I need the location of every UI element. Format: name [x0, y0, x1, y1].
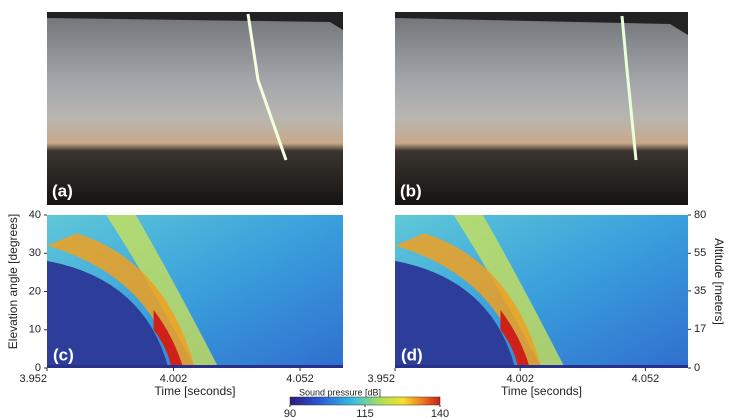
panel-label: (a) — [52, 181, 73, 200]
panel-label: (c) — [53, 345, 74, 364]
colorbar — [289, 396, 441, 406]
heatmap-red-band — [47, 233, 195, 368]
x-tick-label: 4.002 — [506, 373, 534, 385]
y2-tick-label: 55 — [694, 247, 706, 259]
heatmap-peak — [153, 309, 184, 368]
x-tick-label: 4.002 — [160, 373, 188, 385]
x-axis-label: Time [seconds] — [501, 384, 582, 398]
photo-b: (b) — [395, 12, 688, 205]
y-axis-label: Elevation angle [degrees] — [6, 214, 20, 349]
y-tick-label: 0 — [35, 362, 41, 374]
heatmap-floor — [395, 365, 688, 368]
x-tick-label: 3.952 — [19, 373, 47, 385]
y2-axis-label: Altitude [meters] — [712, 238, 726, 325]
colorbar-tick-label: 90 — [284, 408, 296, 418]
heatmap-peak — [500, 309, 530, 368]
heatmap — [47, 215, 343, 368]
colorbar-tick-label: 115 — [356, 408, 374, 418]
x-tick-label: 4.052 — [632, 373, 660, 385]
y2-tick-label: 0 — [694, 362, 700, 374]
y2-tick-label: 17 — [694, 323, 706, 335]
heatmap-red-band — [395, 233, 542, 368]
y2-tick-label: 80 — [694, 209, 706, 221]
x-tick-label: 3.952 — [367, 373, 395, 385]
y-tick-label: 20 — [29, 285, 41, 297]
colorbar-label: Sound pressure [dB] — [299, 387, 381, 397]
heatmap-quiet-region — [395, 260, 516, 368]
y2-tick-label: 35 — [694, 285, 706, 297]
heatmap-floor — [47, 365, 343, 368]
heatmap — [395, 215, 688, 368]
x-axis-label: Time [seconds] — [155, 384, 236, 398]
panel-label: (d) — [401, 345, 423, 364]
photo-a: (a) — [47, 12, 343, 205]
y-tick-label: 30 — [29, 247, 41, 259]
heatmap-quiet-region — [47, 260, 169, 368]
heatmap-yellow-band — [106, 215, 219, 368]
y-tick-label: 40 — [29, 209, 41, 221]
x-tick-label: 4.052 — [286, 373, 314, 385]
heatmap-yellow-band — [453, 215, 565, 368]
y-tick-label: 10 — [29, 324, 41, 336]
panel-label: (b) — [400, 181, 422, 200]
colorbar-tick-label: 140 — [431, 408, 449, 418]
